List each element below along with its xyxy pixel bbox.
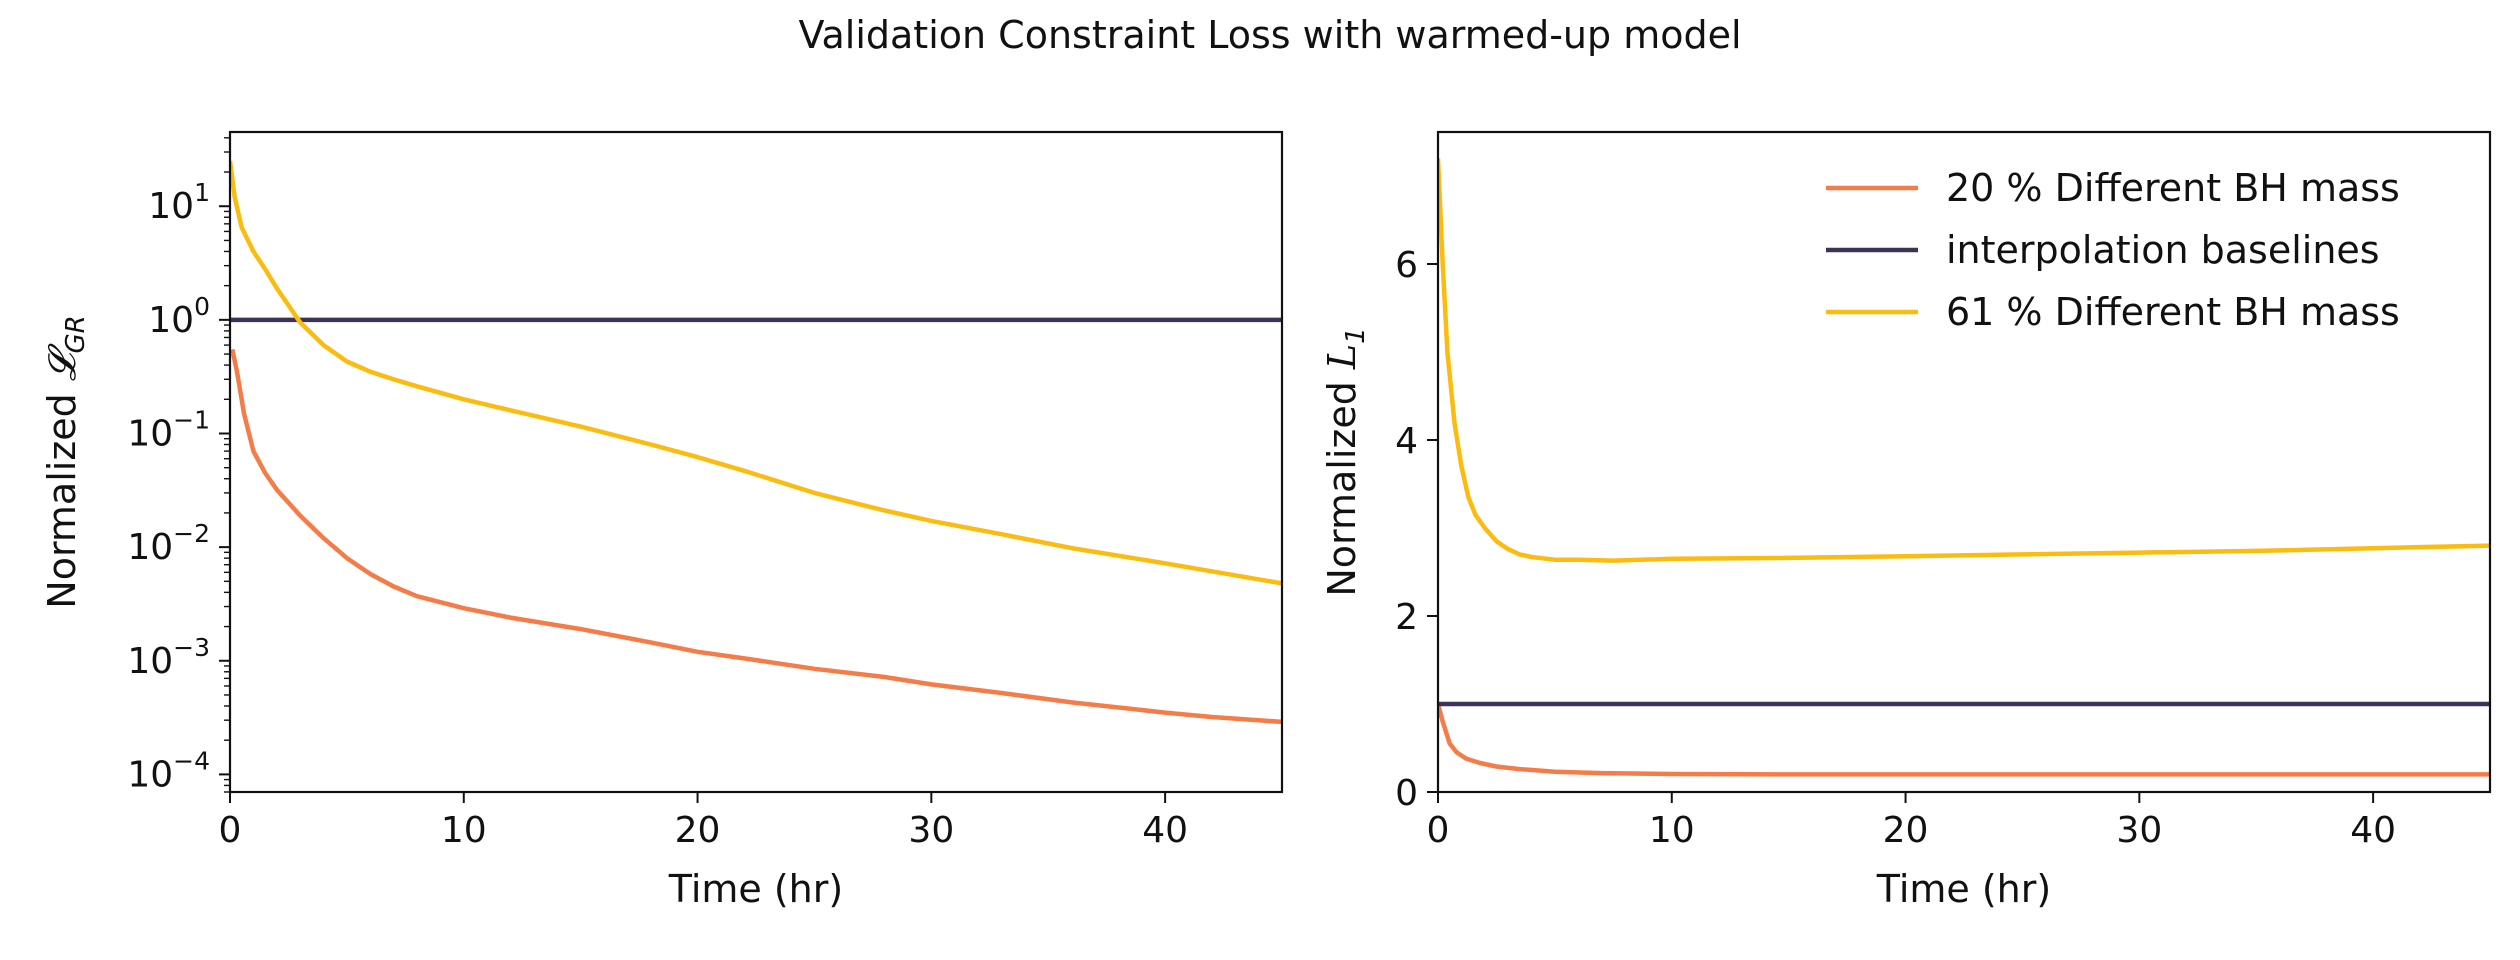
series-group [1438, 158, 2490, 777]
y-tick-label: 10−3 [127, 633, 210, 682]
y-tick-label: 10−1 [127, 405, 210, 454]
y-tick-label: 2 [1395, 597, 1418, 638]
left-loss-chart: 0 10 20 30 40 Time (hr) 101 100 10−1 10−2 10−3 10−4… [40, 130, 1284, 911]
legend: 20 % Different BH mass interpolation base… [1826, 166, 2400, 334]
x-tick-label: 40 [2350, 810, 2396, 851]
y-tick-label: 4 [1395, 421, 1418, 462]
y-tick-label: 0 [1395, 773, 1418, 814]
legend-label: 61 % Different BH mass [1946, 290, 2400, 334]
series-line-20-different-bh-mass [230, 348, 1282, 725]
legend-label: 20 % Different BH mass [1946, 166, 2400, 210]
legend-label: interpolation baselines [1946, 228, 2380, 272]
right-loss-chart: 0 10 20 30 40 Time (hr) 0 2 4 6 Normalized L1 20 % … [1320, 130, 2492, 911]
figure-title: Validation Constraint Loss with warmed-u… [798, 13, 1741, 57]
x-tick-label: 10 [441, 810, 487, 851]
series-line-61-different-bh-mass [1438, 158, 2490, 563]
x-tick-label: 30 [2116, 810, 2162, 851]
y-axis-label: Normalized L1 [1320, 327, 1371, 596]
x-tick-label: 0 [219, 810, 242, 851]
x-tick-label: 20 [1883, 810, 1929, 851]
y-tick-label: 10−2 [127, 519, 210, 568]
series-line-20-different-bh-mass [1438, 703, 2490, 777]
x-tick-label: 30 [908, 810, 954, 851]
x-tick-label: 20 [675, 810, 721, 851]
y-tick-label: 10−4 [127, 746, 210, 795]
x-axis-label: Time (hr) [668, 867, 843, 911]
y-axis-label: Normalized 𝓛GR [40, 315, 91, 608]
x-tick-label: 0 [1427, 810, 1450, 851]
series-group [230, 160, 1282, 725]
y-tick-label: 100 [148, 292, 210, 341]
x-tick-label: 40 [1142, 810, 1188, 851]
x-axis-label: Time (hr) [1876, 867, 2051, 911]
series-line-61-different-bh-mass [230, 160, 1282, 586]
axes-frame [228, 130, 1284, 794]
x-tick-label: 10 [1649, 810, 1695, 851]
axes-frame [1436, 130, 2492, 794]
y-tick-label: 101 [148, 178, 210, 227]
y-tick-label: 6 [1395, 245, 1418, 286]
